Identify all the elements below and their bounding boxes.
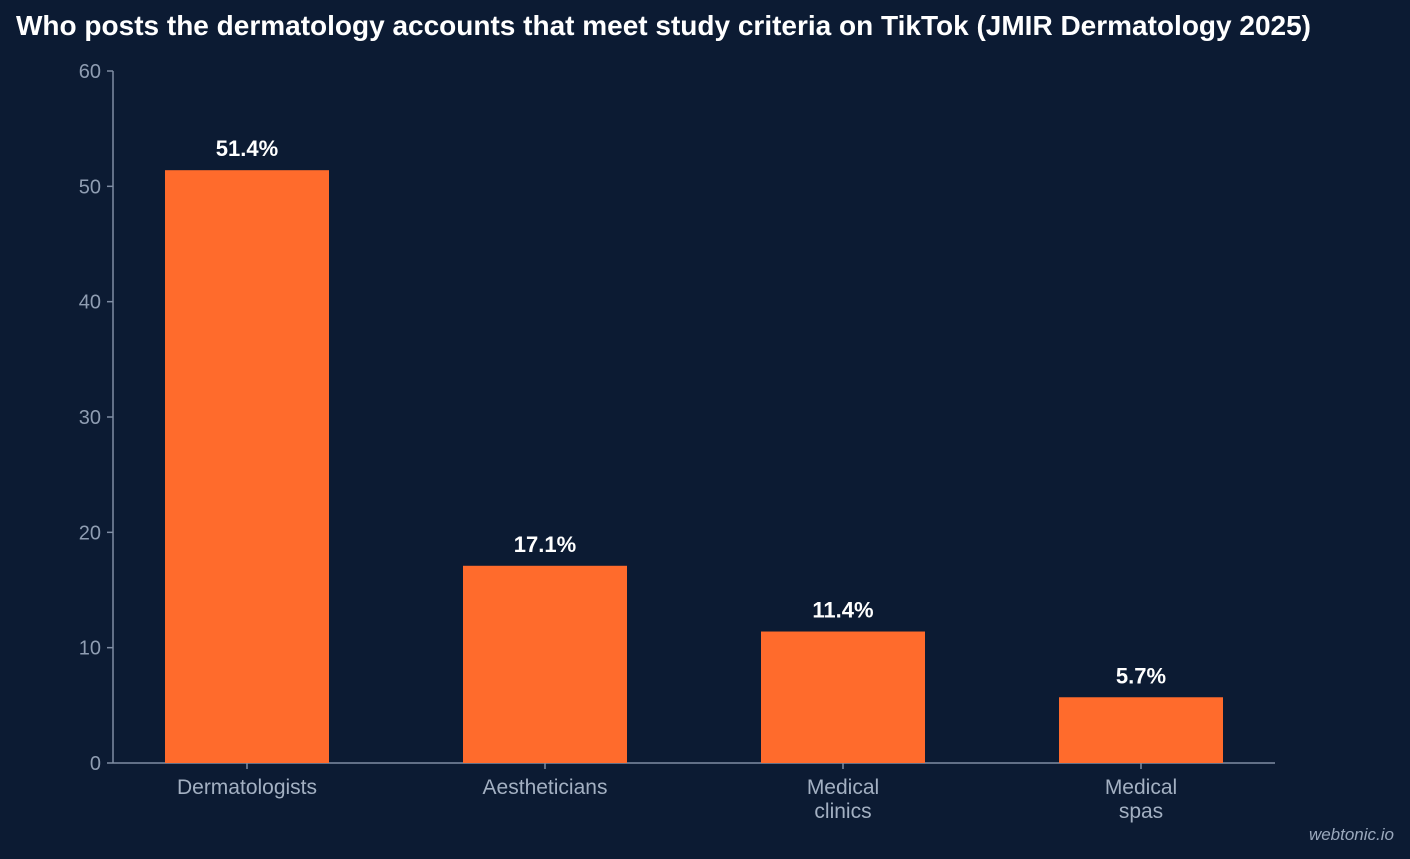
y-tick-label: 10 [79, 638, 101, 660]
y-axis: 0 10 20 30 40 50 60 [79, 61, 114, 775]
bar [165, 170, 329, 764]
y-tick-label: 60 [79, 61, 101, 83]
bar-value-label: 5.7% [1116, 663, 1166, 688]
x-axis [113, 762, 1275, 769]
x-category-label: Medical clinics [807, 776, 879, 823]
category-labels-group: Dermatologists Aestheticians Medical clinic… [177, 776, 1177, 823]
y-tick-label: 40 [79, 292, 101, 314]
bar [761, 631, 925, 763]
chart-title: Who posts the dermatology accounts that … [16, 10, 1311, 41]
bar-value-label: 51.4% [216, 136, 278, 161]
y-tick-label: 30 [79, 407, 101, 429]
x-category-label: Dermatologists [177, 776, 317, 799]
x-category-label-line: Medical [807, 776, 879, 799]
watermark: webtonic.io [1308, 825, 1394, 844]
x-category-label-line: Dermatologists [177, 776, 317, 799]
bar [1059, 697, 1223, 763]
x-category-label-line: spas [1119, 800, 1163, 823]
y-tick-label: 20 [79, 522, 101, 544]
bar-value-label: 17.1% [514, 532, 576, 557]
bars-group [165, 170, 1223, 764]
x-category-label: Medical spas [1105, 776, 1177, 823]
y-tick-label: 50 [79, 176, 101, 198]
bar [463, 565, 627, 763]
x-category-label: Aestheticians [483, 776, 608, 799]
x-category-label-line: Medical [1105, 776, 1177, 799]
value-labels-group: 51.4% 17.1% 11.4% 5.7% [216, 136, 1166, 688]
y-tick-label: 0 [90, 753, 101, 775]
bar-value-label: 11.4% [812, 598, 873, 623]
x-category-label-line: clinics [814, 800, 871, 823]
x-category-label-line: Aestheticians [483, 776, 608, 799]
